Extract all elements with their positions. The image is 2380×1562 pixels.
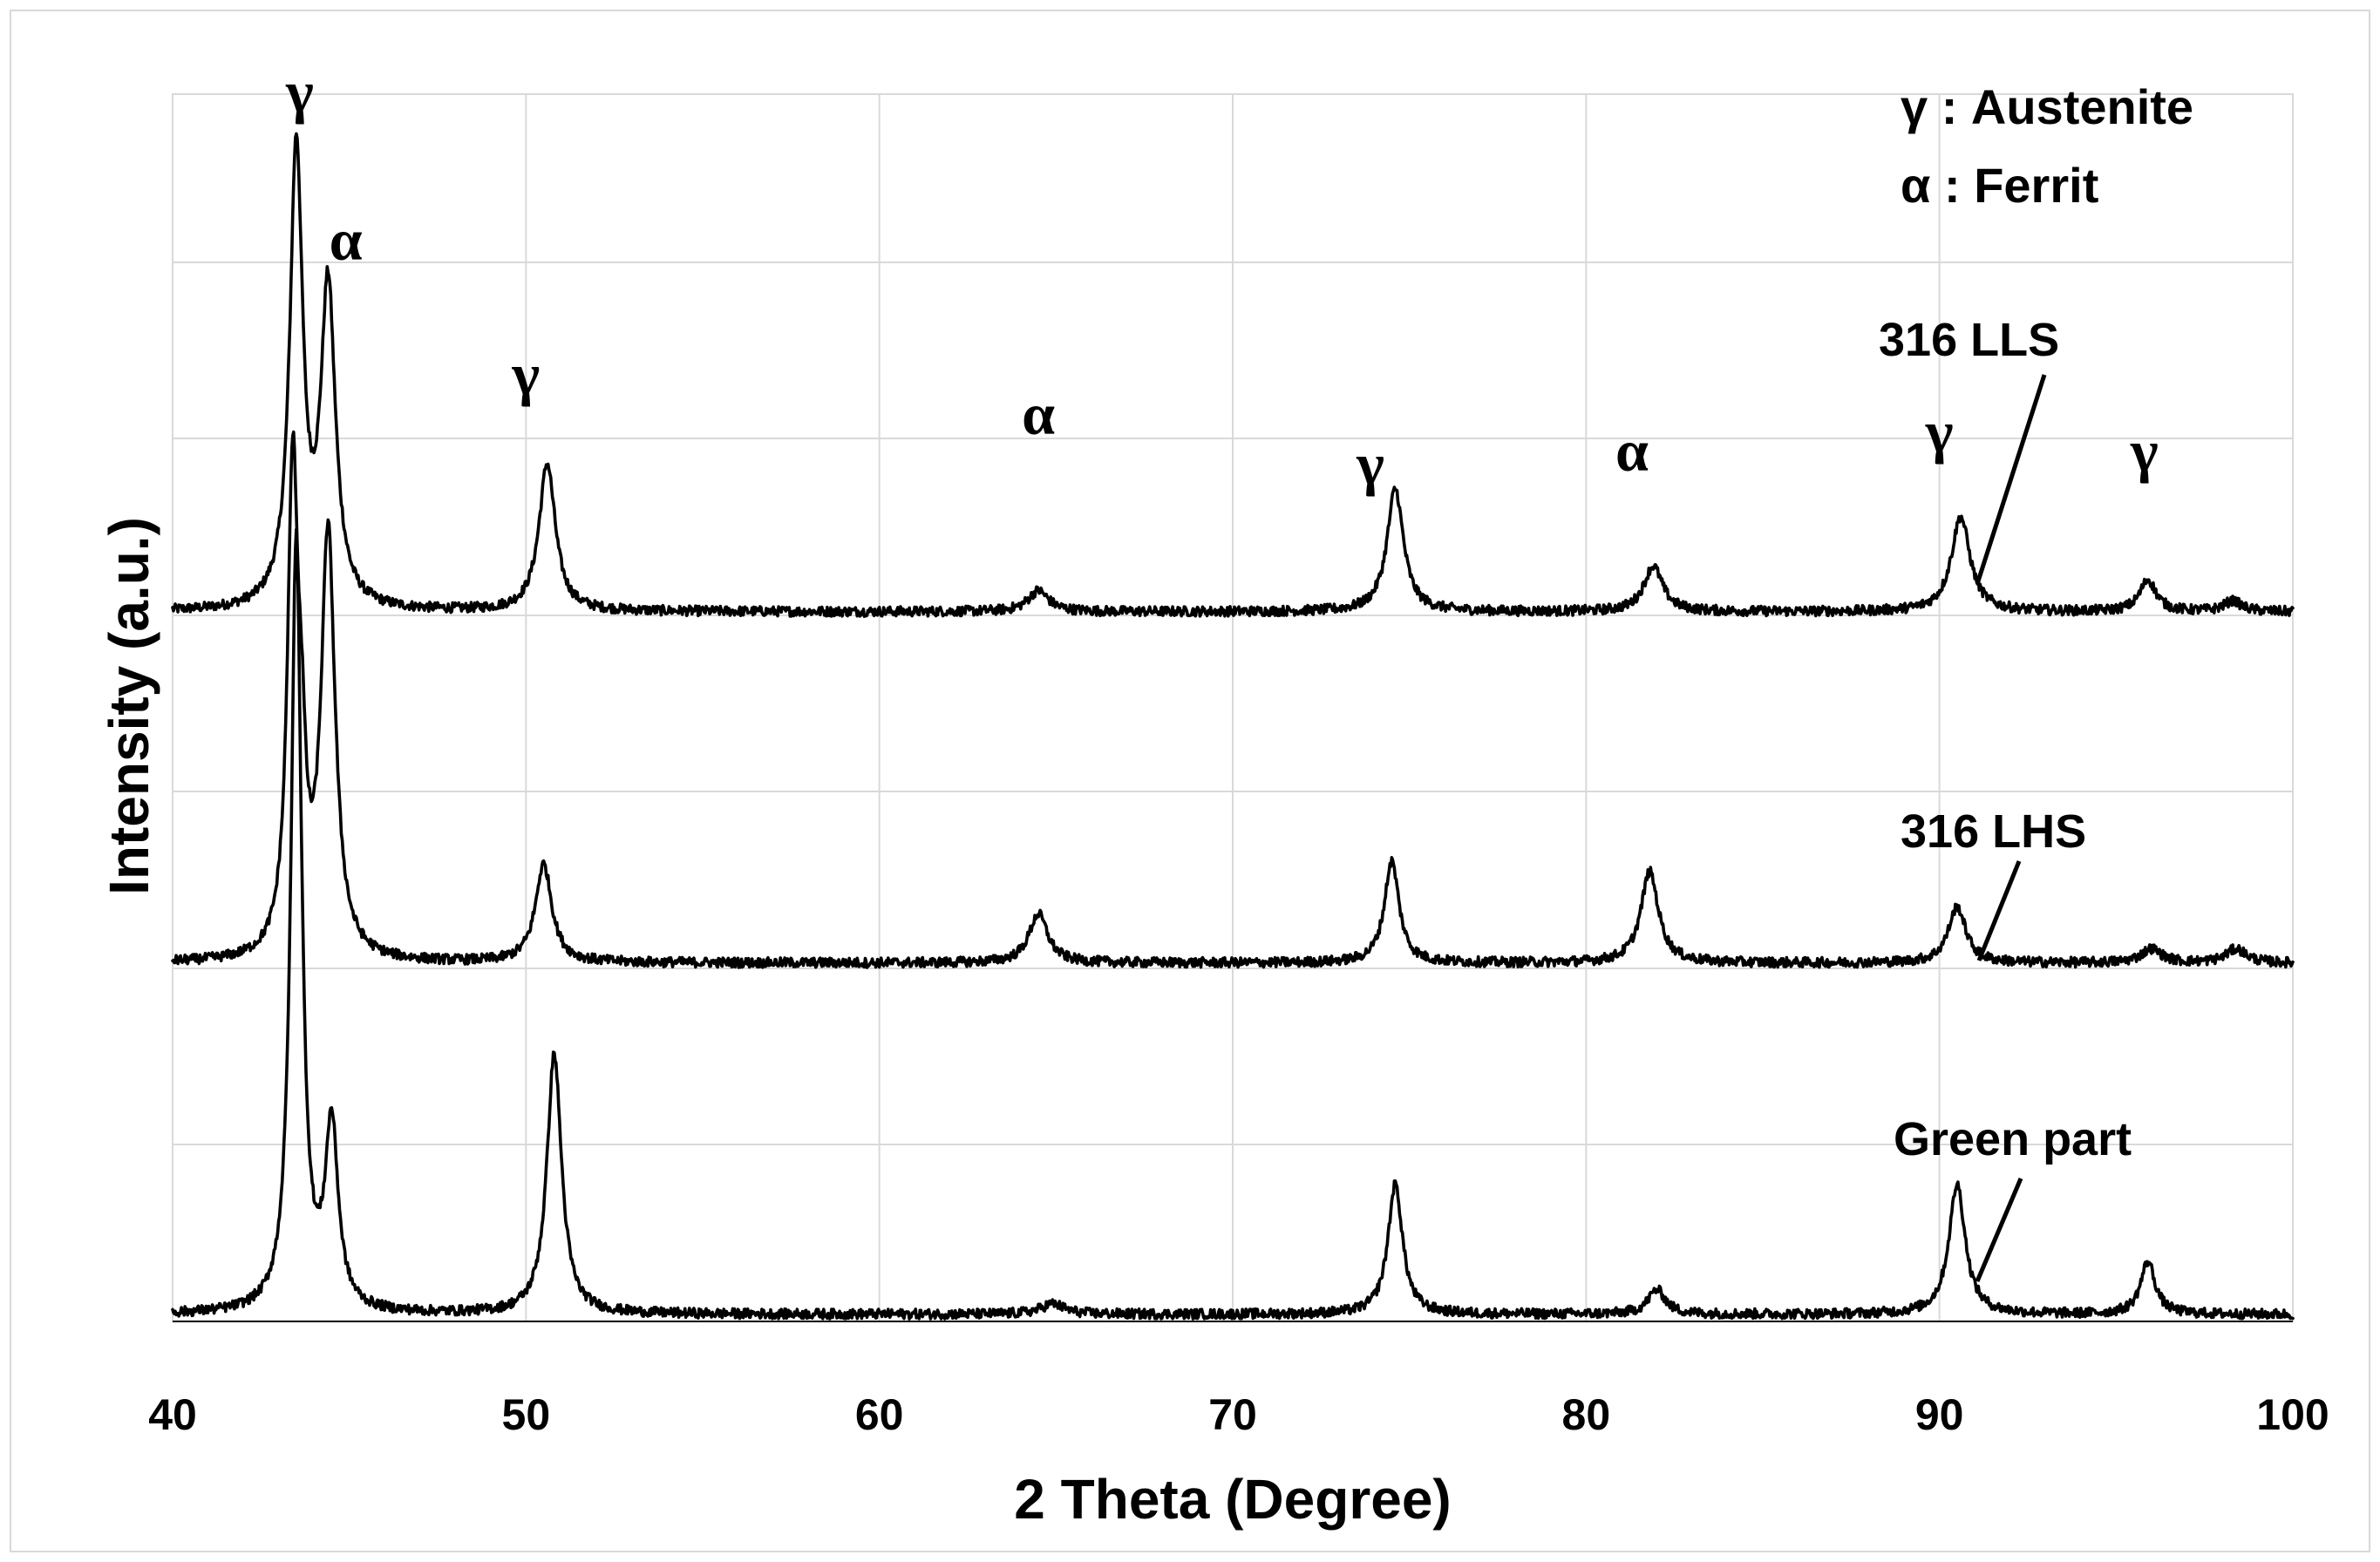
series-label-316-lhs: 316 LHS [1901,805,2086,858]
ferrite-peak-label: α [1615,418,1649,484]
series-label-green-part: Green part [1894,1113,2132,1165]
leader-line-316-lls [1975,374,2047,585]
x-tick-label: 70 [1208,1390,1257,1439]
austenite-peak-label: γ [1356,431,1384,497]
series-line-316-lls [171,132,2295,618]
x-tick-label: 50 [502,1390,551,1439]
x-tick-label: 60 [855,1390,904,1439]
austenite-peak-label: γ [285,58,314,125]
y-axis-title: Intensity (a.u.) [98,517,160,895]
legend-entry-austenite: γ : Austenite [1901,79,2193,134]
austenite-peak-label: γ [1925,398,1954,465]
x-axis-title: 2 Theta (Degree) [1014,1468,1451,1531]
series-group [171,132,2295,1321]
x-tick-labels: 40 50 60 70 80 90 100 [148,1390,2329,1439]
legend-entry-ferrit: α : Ferrit [1901,158,2098,213]
peak-annotations: γ α γ α γ α γ γ [285,58,2159,497]
x-tick-label: 80 [1562,1390,1611,1439]
grid [172,94,2294,1321]
austenite-peak-label: γ [511,341,540,407]
series-line-316-lhs [171,430,2295,969]
ferrite-peak-label: α [330,207,363,273]
legend: γ : Austenite α : Ferrit [1901,79,2193,213]
series-line-green-part [171,527,2295,1321]
series-label-316-lls: 316 LLS [1879,314,2059,366]
leader-line-green-part [1975,1178,2023,1282]
ferrite-peak-label: α [1022,381,1055,447]
series-labels: 316 LLS 316 LHS Green part [1879,314,2132,1282]
x-tick-label: 40 [148,1390,197,1439]
austenite-peak-label: γ [2130,418,2159,484]
leader-line-316-lhs [1976,860,2022,961]
x-tick-label: 100 [2256,1390,2329,1439]
figure-frame [10,10,2370,1552]
x-tick-label: 90 [1915,1390,1964,1439]
